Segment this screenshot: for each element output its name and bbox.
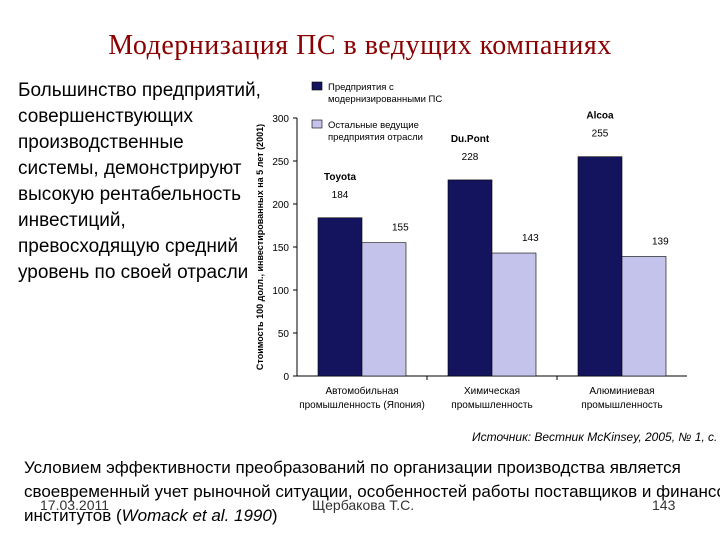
y-axis-label: Стоимость 100 долл., инвестированных на … [255, 124, 265, 370]
x-category-label: промышленность [451, 400, 532, 411]
x-category-label: Химическая [464, 386, 520, 397]
x-category-label: Автомобильная [325, 385, 398, 397]
bar [317, 217, 363, 377]
company-label: Toyota [324, 172, 356, 183]
bottom-text-line: Условием эффективности преобразований по… [24, 458, 681, 477]
bar-chart: 0 50 100 150 200 250 300 Стоимость 100 долл., и… [255, 81, 687, 411]
left-text-line: системы, демонстрируют [18, 158, 242, 179]
left-text-line: Большинство предприятий, [18, 80, 261, 101]
data-label: 184 [332, 190, 349, 201]
x-category-label: промышленность [581, 400, 662, 411]
footer-date: 17.03.2011 [40, 497, 110, 513]
legend-label: модернизированными ПС [328, 94, 442, 105]
y-tick-label: 100 [272, 286, 289, 297]
bottom-text-suffix: ) [271, 506, 278, 525]
left-text-line: превосходящую средний [18, 236, 239, 257]
legend-swatch [311, 81, 323, 91]
y-tick-label: 250 [272, 157, 289, 168]
bottom-text-line: институтов (Womack et al. 1990) [24, 504, 704, 528]
left-text-line: совершенствующих [18, 106, 193, 127]
data-label: 155 [392, 223, 409, 234]
legend-label: Остальные ведущие [328, 120, 419, 131]
legend-label: Предприятия с [328, 82, 394, 93]
citation: Womack et al. 1990 [121, 506, 272, 525]
y-tick-label: 50 [278, 329, 290, 340]
data-label: 139 [652, 236, 669, 247]
y-tick-label: 200 [272, 200, 289, 211]
footer-author: Щербакова Т.С. [312, 497, 415, 513]
bar [491, 252, 537, 377]
data-label: 255 [592, 129, 609, 140]
data-label: 143 [522, 233, 539, 244]
bar [577, 156, 623, 377]
legend-swatch [311, 119, 323, 129]
company-label: Alcoa [586, 111, 614, 122]
left-text-line: уровень по своей отрасли [18, 262, 249, 283]
bottom-text-prefix: институтов ( [24, 506, 122, 525]
bottom-text-line: своевременный учет рыночной ситуации, ос… [24, 482, 720, 501]
slide-title: Модернизация ПС в ведущих компаниях [108, 30, 612, 61]
left-text-line: высокую рентабельность [18, 184, 242, 205]
left-text-line: инвестиций, [18, 210, 126, 231]
left-text-line: производственные [18, 132, 184, 153]
y-tick-label: 0 [283, 372, 289, 383]
y-tick-label: 150 [272, 243, 289, 254]
data-label: 228 [462, 152, 479, 163]
y-tick-label: 300 [272, 114, 289, 125]
page-number: 143 [652, 497, 676, 513]
bar [621, 256, 667, 377]
bar [447, 179, 493, 377]
chart-source: Источник: Вестник McKinsey, 2005, № 1, с… [472, 430, 720, 444]
bar [361, 242, 407, 377]
bottom-text: Условием эффективности преобразований по… [24, 456, 720, 528]
x-category-label: Алюминиевая [589, 386, 654, 397]
company-label: Du.Pont [451, 134, 490, 145]
legend-label: предприятия отрасли [328, 132, 423, 143]
left-text: Большинство предприятий, совершенствующи… [18, 78, 261, 286]
x-category-label: промышленность (Япония) [299, 400, 425, 411]
